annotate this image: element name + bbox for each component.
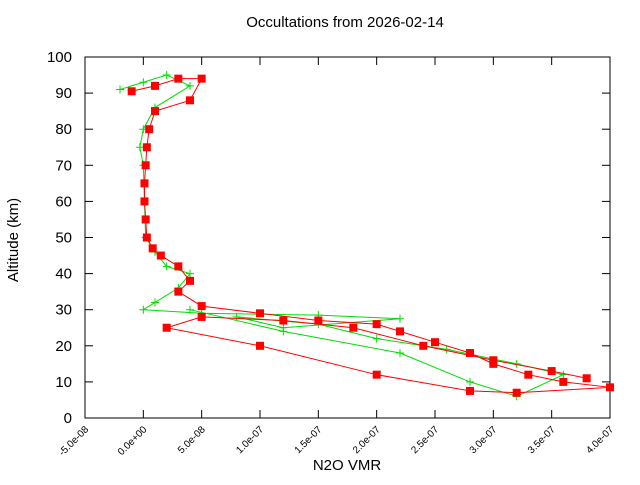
point [148,244,157,253]
x-tick-label: 0.0e+00 [116,424,150,458]
point [256,309,264,318]
y-tick-label: 100 [47,49,72,66]
point [141,161,150,170]
point [135,143,144,152]
point [116,85,124,94]
profile-line [119,74,565,397]
point [186,305,194,314]
point [256,341,264,350]
point [372,370,381,379]
point [162,323,171,332]
point [372,320,381,329]
point [156,251,165,260]
point [279,316,288,325]
x-tick-label: 3.0e-07 [468,424,500,456]
y-tick-label: 90 [55,85,72,102]
point [396,327,404,336]
point [559,370,568,379]
point [174,287,183,296]
point [396,349,404,358]
point [489,356,498,365]
point [279,327,288,336]
point [139,78,148,87]
point [197,302,206,311]
x-tick-label: -5.0e-08 [57,424,91,458]
point [139,305,148,314]
point [431,338,439,347]
point [142,233,151,242]
point [142,143,151,152]
point [186,96,194,105]
point [145,125,154,134]
point [186,81,194,90]
y-tick-label: 80 [55,121,72,138]
point [162,262,171,271]
point [442,345,451,354]
chart-title: Occultations from 2026-02-14 [246,14,444,31]
y-tick-label: 50 [55,230,72,247]
point [606,383,614,392]
point [372,334,381,343]
profile-line [131,78,611,394]
point [151,107,159,116]
point [396,314,404,323]
x-tick-label: 2.0e-07 [351,424,383,456]
plot-frame [84,56,611,419]
point [547,367,556,376]
point [141,215,150,224]
point [186,269,194,278]
point [582,374,591,383]
point [232,312,241,321]
y-tick-label: 30 [55,302,72,319]
point [314,316,323,325]
y-tick-label: 40 [55,266,72,283]
y-tick-label: 0 [64,410,72,427]
x-tick-label: 1.5e-07 [293,424,325,456]
point [466,377,474,386]
point [162,71,171,80]
point [419,341,428,350]
point [466,386,474,395]
y-axis-label: Altitude (km) [5,198,22,282]
point [524,370,533,379]
point [466,349,474,358]
point [559,377,568,386]
y-tick-label: 60 [55,193,72,210]
x-tick-label: 5.0e-08 [176,424,208,456]
point [140,197,149,206]
point [349,323,358,332]
x-tick-label: 1.0e-07 [234,424,266,456]
point [127,87,136,96]
point [174,262,183,271]
y-tick-label: 20 [55,338,72,355]
point [151,298,159,307]
x-tick-label: 2.5e-07 [409,424,441,456]
y-tick-label: 70 [55,157,72,174]
point [197,74,206,83]
point [197,312,206,321]
x-axis-label: N2O VMR [313,457,382,474]
point [186,276,194,285]
y-tick-label: 10 [55,374,72,391]
point [512,388,521,397]
x-tick-label: 4.0e-07 [584,424,616,456]
point [174,74,183,83]
x-tick-label: 3.5e-07 [526,424,558,456]
point [151,81,159,90]
point [140,179,149,188]
